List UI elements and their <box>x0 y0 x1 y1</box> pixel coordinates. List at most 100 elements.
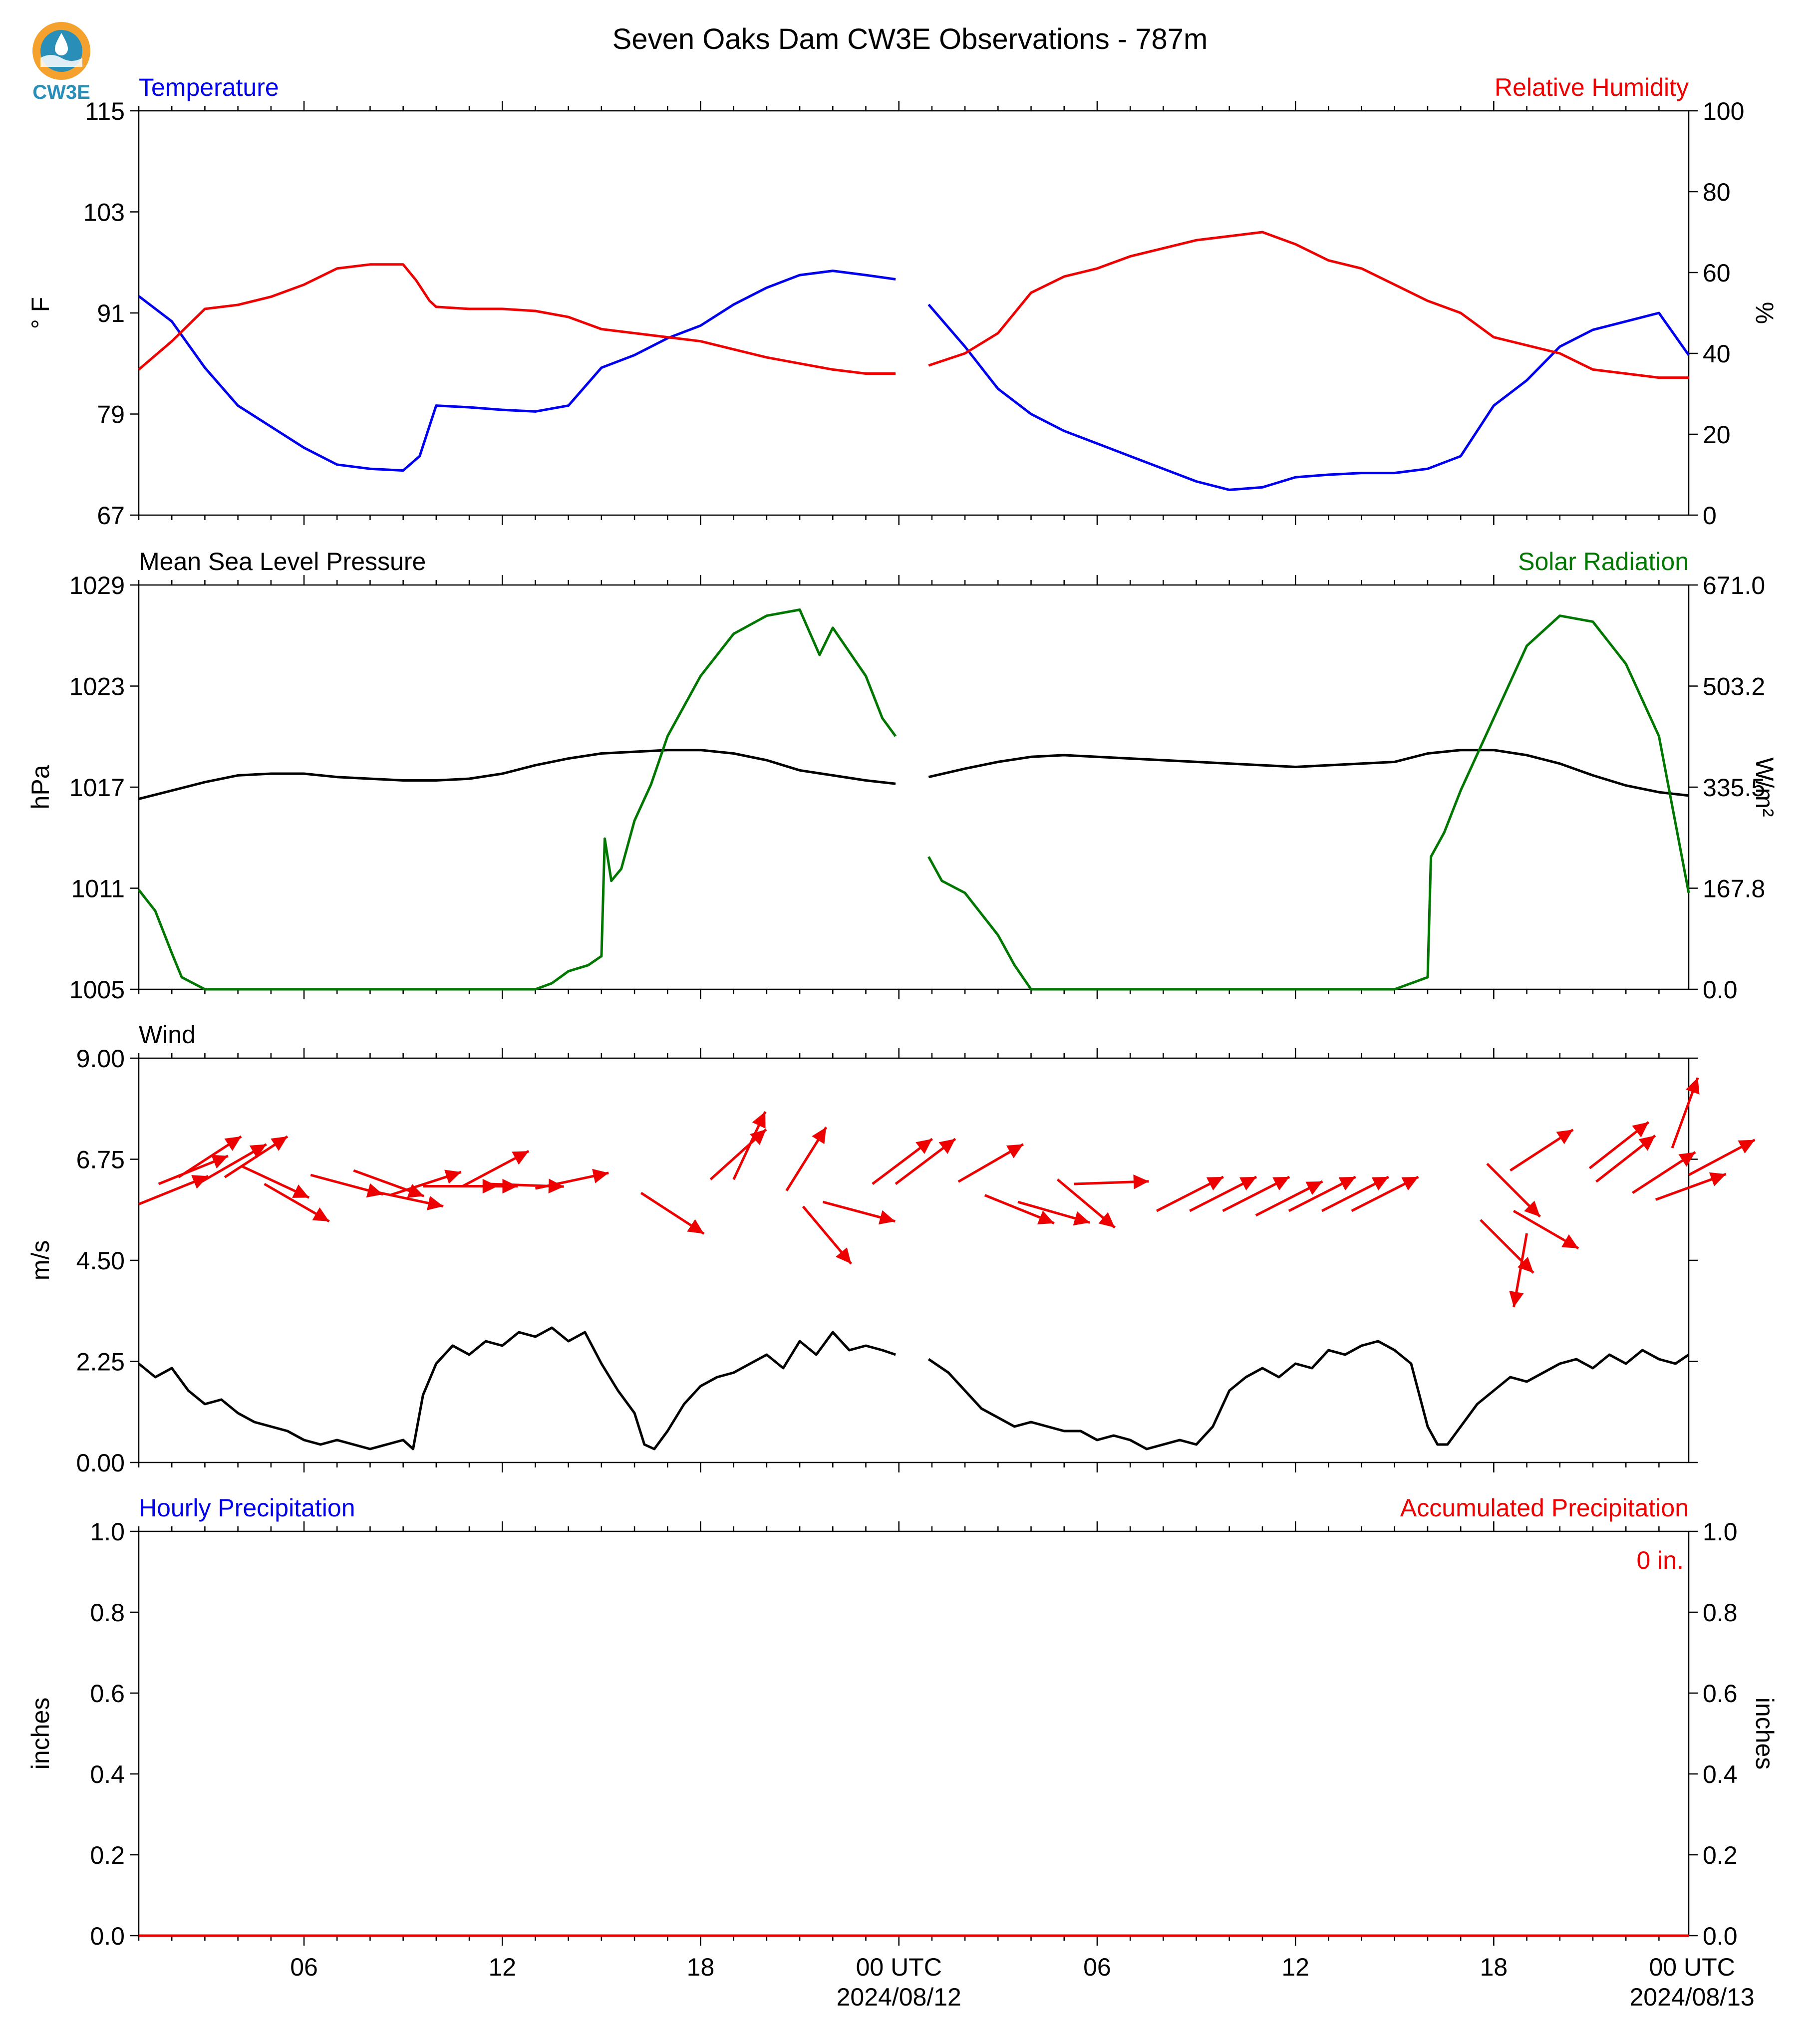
y-axis-label-left: m/s <box>26 1240 54 1281</box>
wind-arrow-head <box>1401 1176 1419 1190</box>
wind-arrow-head <box>1338 1176 1356 1190</box>
accumulated-precip-annotation: 0 in. <box>1636 1546 1684 1574</box>
x-tick-label: 12 <box>1281 1953 1309 1981</box>
y-left-tick-label: 1011 <box>71 875 125 903</box>
wind-arrow-head <box>1632 1122 1649 1138</box>
x-tick-label: 18 <box>1480 1953 1508 1981</box>
panel-title-right: Accumulated Precipitation <box>1400 1494 1689 1522</box>
y-left-tick-label: 0.8 <box>90 1599 125 1627</box>
wind-arrow-head <box>1037 1210 1054 1224</box>
wind-arrow-head <box>191 1175 209 1189</box>
wind-arrow-head <box>812 1127 827 1145</box>
x-tick-label: 06 <box>1083 1953 1111 1981</box>
wind-arrow-head <box>292 1184 309 1198</box>
wind-arrow-head <box>592 1168 609 1183</box>
wind-arrow-head <box>1006 1144 1023 1159</box>
y-right-tick-label: 0.0 <box>1703 976 1738 1004</box>
wind-arrow-head <box>224 1136 242 1151</box>
series-wind <box>138 1326 1690 1450</box>
wind-arrow-head <box>1272 1176 1290 1190</box>
wind-arrow-head <box>512 1151 529 1165</box>
wind-arrow-head <box>1561 1234 1579 1248</box>
wind-arrows <box>138 1077 1756 1308</box>
wind-arrow-head <box>938 1139 955 1154</box>
water-drop-icon <box>55 33 68 55</box>
panel-title-right: Relative Humidity <box>1495 73 1689 101</box>
y-left-tick-label: 1005 <box>69 976 125 1004</box>
wind-arrow-head <box>1305 1181 1323 1195</box>
wind-arrow-head <box>687 1219 704 1234</box>
wind-arrow-head <box>1678 1152 1696 1167</box>
y-left-tick-label: 115 <box>85 97 125 125</box>
y-left-tick-label: 79 <box>97 401 125 429</box>
panel-title-left: Hourly Precipitation <box>139 1494 355 1522</box>
wind-arrow-head <box>1239 1176 1256 1190</box>
plot-frame <box>138 584 1690 990</box>
plot-frame <box>138 1057 1690 1463</box>
series-temperature <box>138 270 1690 491</box>
y-left-tick-label: 91 <box>97 299 125 327</box>
y-right-tick-label: 80 <box>1703 178 1731 206</box>
panel-title-left: Temperature <box>139 73 279 101</box>
wind-arrow-head <box>271 1136 288 1151</box>
wind-arrow-head <box>312 1207 329 1221</box>
wind-arrow-head <box>1709 1172 1726 1186</box>
y-left-tick-label: 0.2 <box>90 1841 125 1869</box>
y-left-tick-label: 6.75 <box>76 1146 125 1174</box>
y-axis-label-left: inches <box>26 1698 54 1770</box>
y-axis-label-right: % <box>1751 302 1779 324</box>
chart-title: Seven Oaks Dam CW3E Observations - 787m <box>612 23 1208 55</box>
x-tick-label: 00 UTC <box>856 1953 942 1981</box>
y-left-tick-label: 9.00 <box>76 1045 125 1073</box>
y-right-tick-label: 503.2 <box>1703 673 1765 701</box>
series-solar-radiation <box>138 608 1690 991</box>
plot-frame <box>138 1530 1690 1937</box>
wind-arrow-head <box>1073 1211 1090 1226</box>
wind-arrow-head <box>752 1112 766 1129</box>
y-left-tick-label: 1.0 <box>90 1518 125 1546</box>
y-left-tick-label: 0.6 <box>90 1680 125 1708</box>
x-tick-label: 18 <box>687 1953 715 1981</box>
y-right-tick-label: 60 <box>1703 259 1731 287</box>
wind-arrow-head <box>1685 1078 1700 1095</box>
x-date-label: 2024/08/13 <box>1629 1983 1754 2011</box>
wind-arrow-head <box>915 1139 932 1154</box>
wind-arrow-head <box>1524 1200 1540 1217</box>
wind-arrow-head <box>878 1210 896 1225</box>
wind-arrow-head <box>548 1178 564 1193</box>
panel-1: 67 79 91 103 115 0 20 40 60 80 100 Temperature Relat… <box>26 73 1779 530</box>
y-right-tick-label: 0.4 <box>1703 1760 1738 1788</box>
wind-arrow-head <box>1517 1256 1533 1273</box>
y-left-tick-label: 0.4 <box>90 1760 125 1788</box>
y-left-tick-label: 4.50 <box>76 1247 125 1275</box>
wind-arrow-head <box>1738 1140 1755 1154</box>
x-tick-label: 00 UTC <box>1649 1953 1735 1981</box>
plot-frame <box>138 110 1690 516</box>
wind-arrow-head <box>211 1155 228 1168</box>
wind-arrow-head <box>502 1178 518 1194</box>
y-right-tick-label: 0.0 <box>1703 1922 1738 1950</box>
wind-arrow-head <box>1206 1176 1223 1190</box>
y-left-tick-label: 1023 <box>69 673 125 701</box>
y-left-tick-label: 0.0 <box>90 1922 125 1950</box>
y-right-tick-label: 40 <box>1703 340 1731 368</box>
series-relative-humidity <box>138 231 1689 379</box>
y-axis-label-right: inches <box>1751 1698 1779 1770</box>
y-right-tick-label: 0.8 <box>1703 1599 1738 1627</box>
series-mean-sea-level-pressure <box>138 749 1689 801</box>
y-right-tick-label: 0.6 <box>1703 1680 1738 1708</box>
x-date-label: 2024/08/12 <box>837 1983 961 2011</box>
panel-2: 1005 1011 1017 1023 1029 0.0 167.8 335.5 503.2 67… <box>26 548 1779 1004</box>
y-right-tick-label: 1.0 <box>1703 1518 1738 1546</box>
wind-arrow-head <box>444 1169 461 1184</box>
x-tick-label: 06 <box>290 1953 318 1981</box>
wind-arrow-head <box>1638 1136 1655 1151</box>
y-right-tick-label: 167.8 <box>1703 875 1765 903</box>
y-right-tick-label: 100 <box>1703 97 1744 125</box>
wind-arrow-head <box>1098 1212 1115 1228</box>
y-left-tick-label: 67 <box>97 502 125 530</box>
wind-arrow-head <box>1371 1176 1389 1190</box>
panel-4: 0.0 0.2 0.4 0.6 0.8 1.0 0.0 0.2 0.4 0.6 0.8 1.0 Hour… <box>26 1494 1779 2011</box>
y-right-tick-label: 0 <box>1703 502 1717 530</box>
y-left-tick-label: 103 <box>83 199 125 227</box>
